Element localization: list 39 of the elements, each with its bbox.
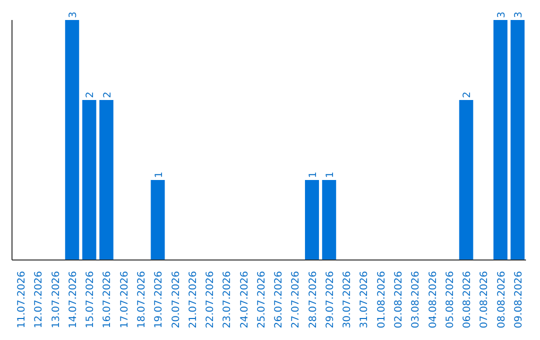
x-tick-label: 01.08.2026 [376, 271, 388, 328]
x-tick-label: 24.07.2026 [239, 271, 250, 328]
x-tick-label: 18.07.2026 [136, 271, 148, 328]
data-label: 1 [325, 172, 336, 178]
x-tick-label: 03.08.2026 [410, 271, 422, 328]
x-tick-label: 27.07.2026 [290, 271, 302, 328]
x-tick-label: 15.07.2026 [85, 271, 96, 328]
data-label: 1 [308, 172, 319, 178]
data-label: 1 [154, 172, 165, 178]
x-tick-label: 21.07.2026 [188, 271, 199, 328]
x-tick-label: 30.07.2026 [342, 271, 354, 328]
x-tick-label: 09.08.2026 [513, 271, 524, 328]
x-tick-label: 04.08.2026 [428, 271, 439, 328]
x-tick-label: 23.07.2026 [222, 271, 234, 328]
data-label: 2 [102, 92, 114, 98]
x-tick-label: 22.07.2026 [205, 271, 216, 328]
x-tick-label: 11.07.2026 [16, 271, 28, 328]
x-tick-label: 12.07.2026 [34, 271, 45, 328]
x-tick-label: 05.08.2026 [444, 271, 456, 328]
x-tick-label: 16.07.2026 [102, 271, 114, 328]
x-tick-label: 26.07.2026 [274, 271, 285, 328]
x-tick-label: 19.07.2026 [154, 271, 165, 328]
x-tick-label: 28.07.2026 [308, 271, 319, 328]
data-label: 3 [496, 12, 508, 18]
x-tick-label: 20.07.2026 [170, 271, 182, 328]
x-tick-label: 14.07.2026 [68, 271, 79, 328]
data-label: 3 [68, 12, 80, 18]
x-tick-label: 31.07.2026 [359, 271, 370, 328]
x-tick-label: 25.07.2026 [256, 271, 268, 328]
x-tick-label: 13.07.2026 [50, 271, 62, 328]
data-label: 2 [462, 92, 474, 98]
x-tick-label: 08.08.2026 [496, 271, 508, 328]
x-tick-label: 02.08.2026 [394, 271, 404, 328]
data-label: 3 [514, 12, 525, 18]
data-label: 2 [85, 92, 96, 98]
x-tick-label: 17.07.2026 [119, 271, 130, 328]
x-tick-label: 29.07.2026 [324, 271, 336, 328]
x-tick-label: 07.08.2026 [479, 271, 490, 328]
x-tick-label: 06.08.2026 [462, 271, 474, 328]
